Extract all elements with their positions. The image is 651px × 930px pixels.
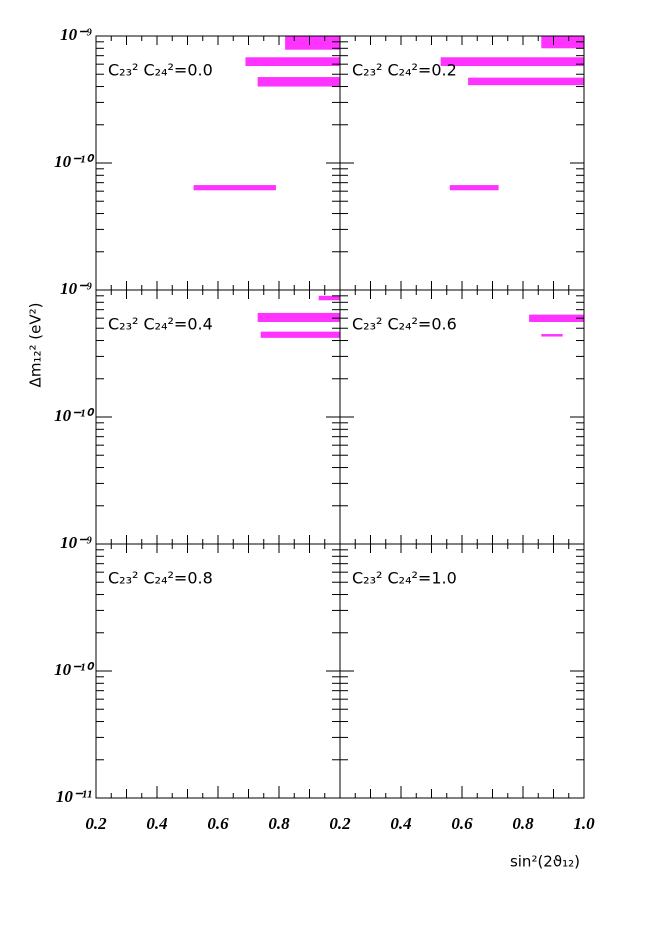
x-axis-label: sin²(2ϑ₁₂) [510,853,580,871]
allowed-region [245,57,340,67]
allowed-region [260,331,340,338]
y-tick-label: 10⁻¹⁰ [54,152,95,171]
y-axis-label: Δm₁₂² (eV²) [27,303,45,388]
y-tick-label: 10⁻¹⁰ [54,660,95,679]
allowed-region [318,295,340,301]
allowed-region [440,57,584,67]
y-tick-label: 10⁻⁹ [60,25,92,44]
y-tick-label: 10⁻¹¹ [56,787,92,806]
x-tick-label: 0.2 [329,814,351,833]
allowed-region [257,312,340,322]
x-tick-label: 1.0 [573,814,595,833]
x-tick-label: 0.4 [146,814,167,833]
panel-label: C₂₃² C₂₄²=1.0 [352,569,457,588]
allowed-region [529,314,584,322]
allowed-region [285,36,340,50]
x-tick-label: 0.2 [85,814,107,833]
y-tick-label: 10⁻¹⁰ [54,406,95,425]
x-tick-label: 0.6 [207,814,229,833]
x-tick-label: 0.8 [268,814,290,833]
x-tick-label: 0.8 [512,814,534,833]
panel-label: C₂₃² C₂₄²=0.8 [108,569,213,588]
y-tick-label: 10⁻⁹ [60,279,92,298]
allowed-region [468,77,584,86]
allowed-region [541,334,563,337]
allowed-region [541,36,584,49]
x-tick-label: 0.4 [390,814,411,833]
panel-label: C₂₃² C₂₄²=0.0 [108,61,213,80]
allowed-region [257,77,340,87]
allowed-region [449,185,499,191]
panel-label: C₂₃² C₂₄²=0.4 [108,315,213,334]
panel-label: C₂₃² C₂₄²=0.2 [352,61,457,80]
x-tick-label: 0.6 [451,814,473,833]
y-tick-label: 10⁻⁹ [60,533,92,552]
panel-label: C₂₃² C₂₄²=0.6 [352,315,457,334]
allowed-region [193,185,276,191]
